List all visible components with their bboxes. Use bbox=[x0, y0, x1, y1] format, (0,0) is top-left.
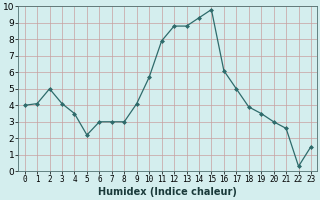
X-axis label: Humidex (Indice chaleur): Humidex (Indice chaleur) bbox=[98, 187, 237, 197]
